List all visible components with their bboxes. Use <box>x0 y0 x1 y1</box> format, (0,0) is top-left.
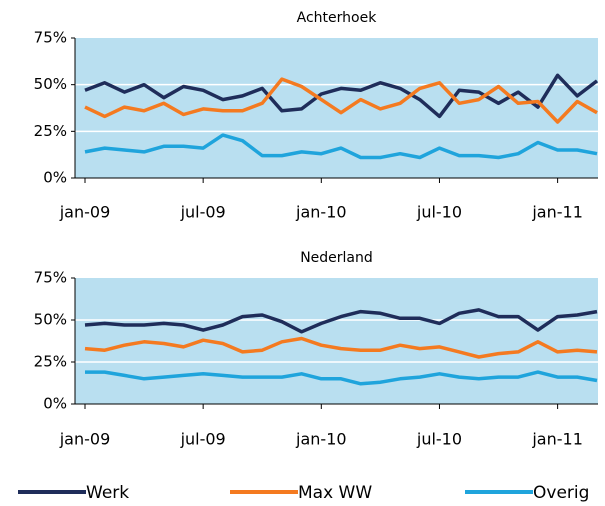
series-line <box>84 133 598 160</box>
x-tick-label: jan-09 <box>59 203 111 222</box>
y-tick-label: 0% <box>43 169 67 187</box>
plot-area <box>75 278 598 404</box>
series-line <box>84 77 598 124</box>
x-tick-label: jul-09 <box>180 203 226 222</box>
y-tick-label: 50% <box>34 75 67 93</box>
legend-label: Max WW <box>298 483 372 503</box>
x-tick-label: jul-10 <box>416 203 462 222</box>
x-tick-label: jan-11 <box>531 430 583 449</box>
series-line <box>85 370 598 386</box>
legend-label: Overig <box>533 483 589 503</box>
x-tick-label: jul-09 <box>180 430 226 449</box>
y-tick-label: 25% <box>34 122 67 140</box>
series-line <box>84 336 598 359</box>
x-tick-label: jan-10 <box>295 430 347 449</box>
chart-title: Achterhoek <box>297 10 378 26</box>
x-tick-label: jan-11 <box>531 203 583 222</box>
x-tick-label: jan-09 <box>59 430 111 449</box>
x-tick-label: jul-10 <box>416 430 462 449</box>
y-tick-label: 75% <box>34 269 67 287</box>
y-tick-label: 0% <box>43 395 67 413</box>
series-line <box>84 308 598 334</box>
chart-title: Nederland <box>300 250 373 266</box>
y-tick-label: 25% <box>34 353 67 371</box>
y-tick-label: 75% <box>34 29 67 47</box>
legend-label: Werk <box>86 483 129 503</box>
x-tick-label: jan-10 <box>295 203 347 222</box>
y-tick-label: 50% <box>34 311 67 329</box>
